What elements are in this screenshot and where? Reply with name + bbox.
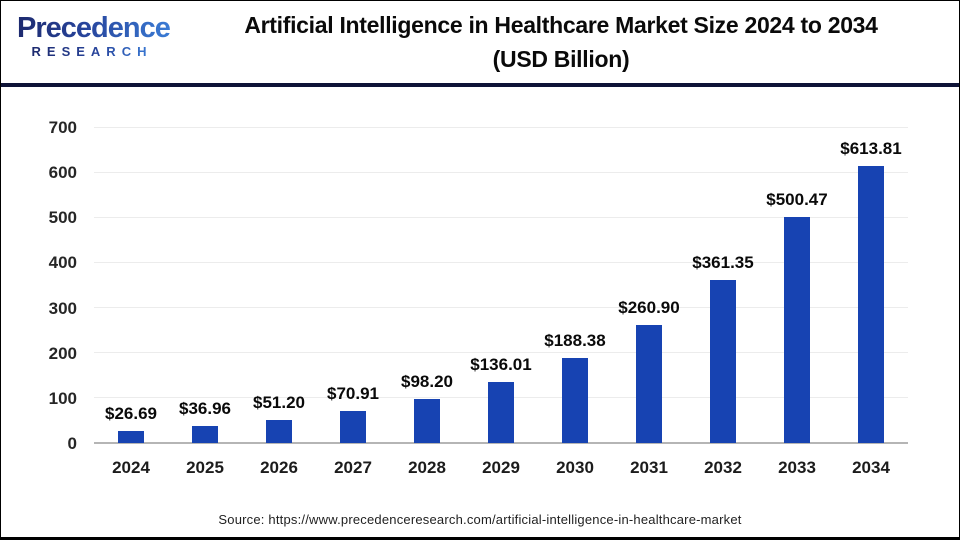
bar-2028 — [414, 398, 440, 443]
x-axis-label-2032: 2032 — [704, 458, 742, 477]
bar-value-2025: $36.96 — [179, 399, 231, 419]
gridline-200 — [94, 352, 908, 354]
y-axis-label-0: 0 — [67, 434, 77, 453]
bar-value-2032: $361.35 — [692, 252, 754, 272]
bar-value-2026: $51.20 — [253, 392, 305, 412]
precedence-research-logo: Precedence RESEARCH — [17, 12, 171, 61]
y-axis-label-600: 600 — [48, 163, 77, 183]
bar-value-2030: $188.38 — [544, 330, 606, 350]
bar-value-2033: $500.47 — [766, 190, 828, 210]
chart-title-line2: (USD Billion) — [492, 46, 630, 72]
bar-value-2027: $70.91 — [327, 383, 379, 403]
bar-2027 — [340, 410, 366, 443]
x-axis-label-2029: 2029 — [482, 458, 520, 477]
y-axis-label-400: 400 — [48, 253, 77, 273]
x-axis-label-2026: 2026 — [260, 458, 298, 477]
bar-value-2034: $613.81 — [840, 138, 902, 158]
gridline-300 — [94, 307, 908, 309]
y-axis-label-700: 700 — [48, 118, 77, 137]
y-axis-label-200: 200 — [48, 343, 77, 363]
gridline-700 — [94, 126, 908, 128]
bar-2025 — [192, 426, 218, 443]
bar-2032 — [710, 279, 736, 443]
bar-value-2029: $136.01 — [470, 354, 532, 374]
chart-title: Artificial Intelligence in Healthcare Ma… — [169, 8, 953, 76]
y-axis-label-100: 100 — [48, 388, 77, 408]
x-axis-label-2034: 2034 — [852, 458, 890, 477]
bar-2034 — [858, 165, 884, 443]
gridline-500 — [94, 216, 908, 218]
bar-value-2031: $260.90 — [618, 298, 680, 318]
header: Precedence RESEARCH Artificial Intellige… — [1, 1, 959, 84]
logo-wordmark: Precedence — [17, 12, 171, 44]
bar-value-2024: $26.69 — [105, 403, 157, 423]
x-axis-label-2031: 2031 — [630, 458, 668, 477]
bar-value-2028: $98.20 — [401, 371, 453, 391]
source-attribution: Source: https://www.precedenceresearch.c… — [218, 512, 742, 527]
header-divider — [1, 83, 959, 87]
bar-2026 — [266, 419, 292, 443]
x-axis-label-2025: 2025 — [186, 458, 224, 477]
x-axis-label-2033: 2033 — [778, 458, 816, 477]
x-axis-label-2027: 2027 — [334, 458, 372, 477]
y-axis-label-300: 300 — [48, 298, 77, 318]
gridline-600 — [94, 171, 908, 173]
x-axis-label-2028: 2028 — [408, 458, 446, 477]
bar-2030 — [562, 357, 588, 443]
y-axis-label-500: 500 — [48, 208, 77, 228]
x-axis-label-2024: 2024 — [112, 458, 150, 477]
bar-2029 — [488, 381, 514, 443]
chart-title-line1: Artificial Intelligence in Healthcare Ma… — [244, 12, 878, 38]
gridline-400 — [94, 261, 908, 263]
x-axis-line — [94, 442, 908, 444]
x-axis-label-2030: 2030 — [556, 458, 594, 477]
bar-2033 — [784, 217, 810, 443]
bar-2031 — [636, 325, 662, 443]
bar-2024 — [118, 430, 144, 443]
logo-subtitle: RESEARCH — [31, 44, 153, 60]
